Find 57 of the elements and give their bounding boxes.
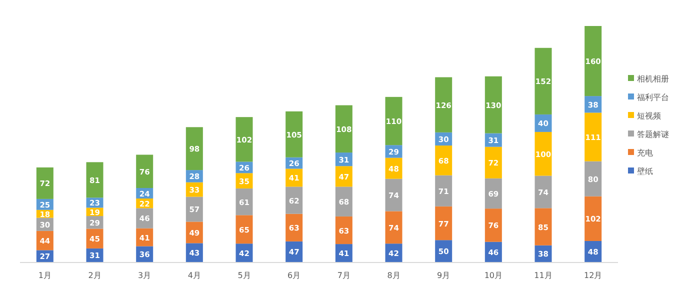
legend-label: 充电 bbox=[637, 148, 653, 158]
bar bbox=[335, 186, 352, 216]
bar bbox=[286, 241, 303, 262]
bar bbox=[236, 215, 253, 244]
x-tick-label: 1月 bbox=[38, 271, 52, 280]
bar bbox=[335, 105, 352, 153]
bar bbox=[385, 96, 402, 146]
bar bbox=[186, 127, 203, 170]
bar bbox=[484, 76, 502, 134]
legend-label: 相机相册 bbox=[637, 74, 669, 84]
x-tick-label: 3月 bbox=[138, 271, 152, 280]
bar bbox=[584, 196, 602, 241]
bar bbox=[86, 228, 104, 248]
bar bbox=[484, 208, 502, 242]
bar bbox=[385, 178, 402, 212]
x-tick-label: 2月 bbox=[88, 271, 102, 280]
legend-label: 短视频 bbox=[637, 112, 661, 120]
bar bbox=[286, 168, 303, 187]
bar bbox=[286, 186, 303, 214]
x-tick-label: 11月 bbox=[534, 271, 552, 280]
legend-label: 答题解谜 bbox=[637, 130, 669, 139]
x-tick-label: 7月 bbox=[337, 271, 350, 280]
bar bbox=[584, 112, 602, 162]
bar bbox=[484, 178, 502, 209]
bar bbox=[435, 146, 452, 176]
bar bbox=[534, 176, 552, 208]
bar bbox=[236, 117, 253, 162]
bar bbox=[385, 211, 402, 244]
bar bbox=[435, 77, 452, 132]
bar bbox=[86, 162, 104, 198]
bar bbox=[136, 208, 154, 228]
x-tick-label: 4月 bbox=[188, 271, 201, 280]
x-tick-label: 10月 bbox=[484, 271, 503, 280]
bar bbox=[584, 161, 602, 196]
bar bbox=[534, 208, 552, 246]
x-tick-label: 8月 bbox=[387, 271, 400, 280]
bar bbox=[435, 175, 452, 206]
legend-label: 福利平台 bbox=[637, 93, 669, 102]
bar bbox=[36, 167, 54, 199]
bar bbox=[534, 132, 552, 176]
bar bbox=[534, 48, 552, 114]
bar bbox=[286, 111, 303, 158]
bar bbox=[186, 196, 203, 222]
bar bbox=[484, 146, 502, 178]
bar bbox=[286, 214, 303, 242]
bar bbox=[435, 206, 452, 240]
legend-label: 壁纸 bbox=[637, 167, 653, 176]
bar bbox=[136, 154, 154, 188]
bar bbox=[236, 188, 253, 216]
bar bbox=[335, 244, 352, 262]
x-tick-label: 6月 bbox=[288, 271, 301, 280]
bar bbox=[335, 216, 352, 244]
bar bbox=[335, 166, 352, 187]
x-tick-label: 12月 bbox=[584, 271, 602, 280]
bar bbox=[584, 26, 602, 96]
x-tick-label: 5月 bbox=[238, 271, 251, 280]
x-tick-label: 9月 bbox=[437, 271, 450, 280]
